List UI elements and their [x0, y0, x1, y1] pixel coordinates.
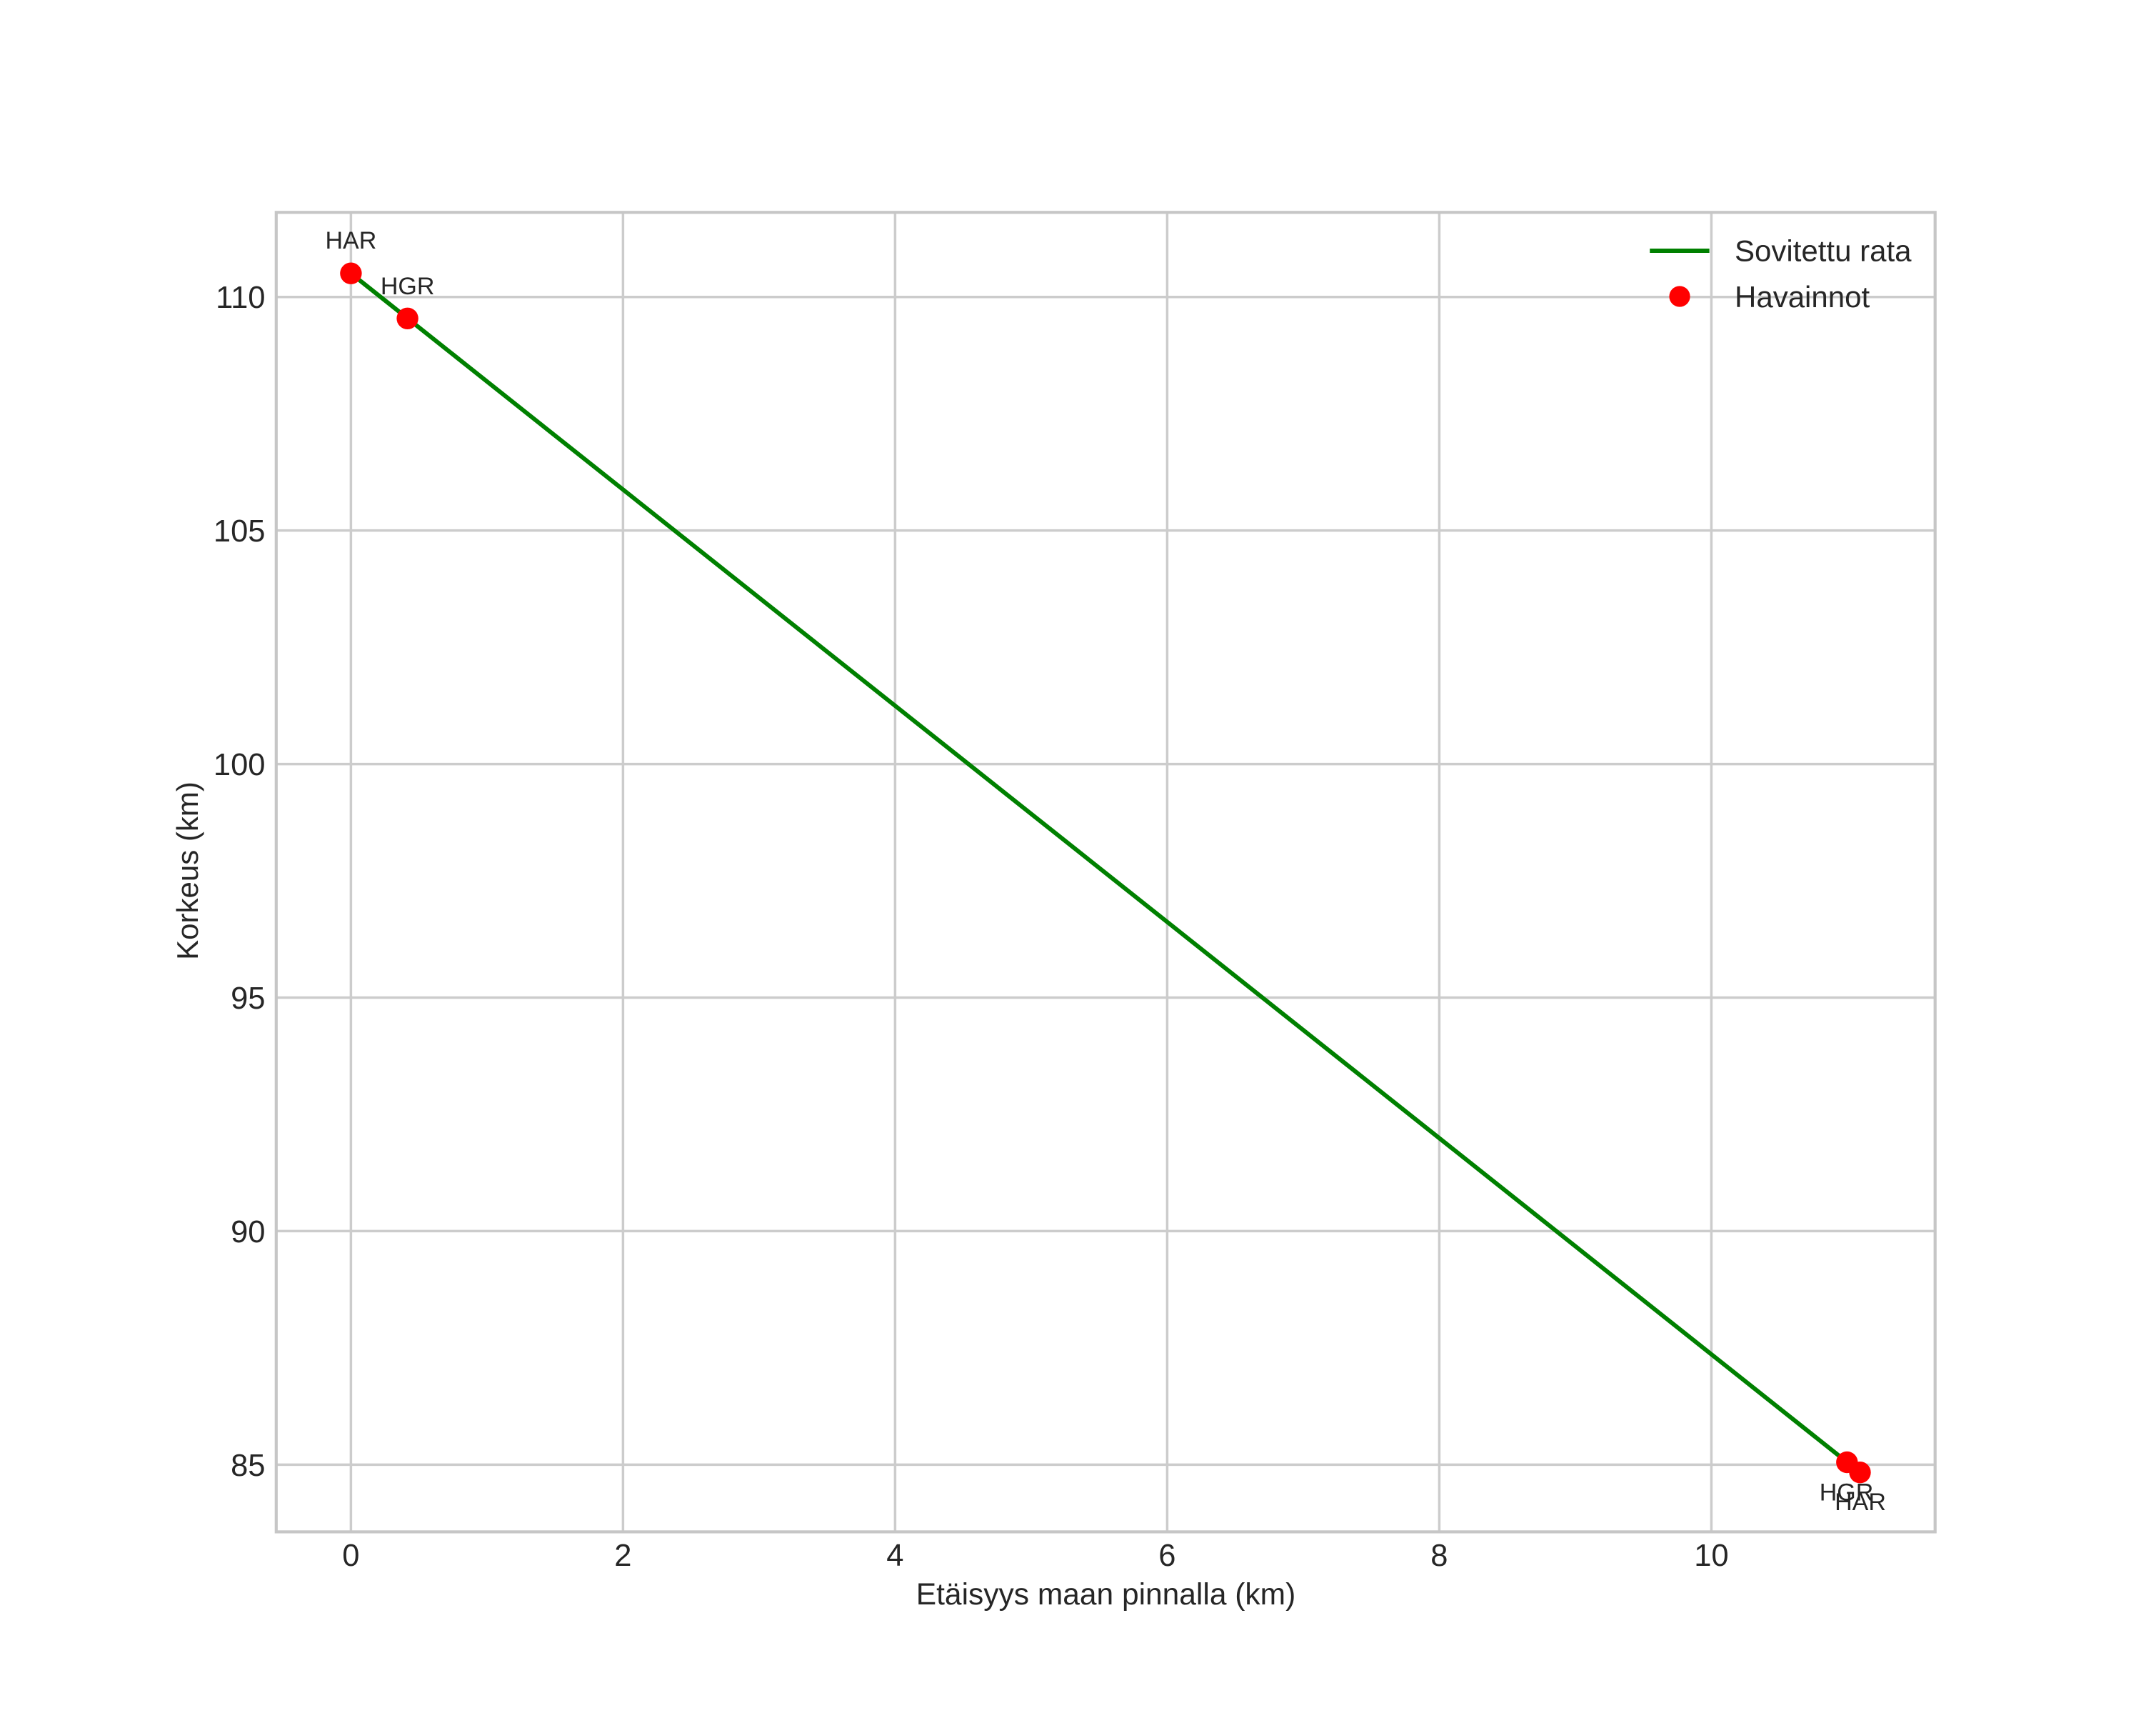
svg-text:Havainnot: Havainnot [1735, 280, 1870, 314]
svg-text:4: 4 [886, 1539, 903, 1573]
svg-text:85: 85 [231, 1449, 265, 1483]
svg-text:105: 105 [214, 514, 266, 549]
svg-text:10: 10 [1694, 1539, 1728, 1573]
svg-text:Korkeus (km): Korkeus (km) [171, 781, 204, 960]
svg-text:HGR: HGR [1820, 1479, 1874, 1507]
svg-text:Sovitettu rata: Sovitettu rata [1735, 234, 1912, 268]
svg-text:HAR: HAR [326, 227, 377, 254]
svg-text:100: 100 [214, 748, 266, 782]
svg-text:2: 2 [614, 1539, 631, 1573]
svg-text:95: 95 [231, 982, 265, 1016]
svg-text:110: 110 [216, 281, 265, 315]
svg-text:90: 90 [231, 1215, 265, 1249]
svg-text:8: 8 [1430, 1539, 1448, 1573]
svg-text:6: 6 [1158, 1539, 1175, 1573]
svg-text:0: 0 [342, 1539, 359, 1573]
svg-text:Etäisyys maan pinnalla (km): Etäisyys maan pinnalla (km) [916, 1578, 1295, 1612]
svg-text:HAR: HAR [1835, 1489, 1886, 1516]
svg-text:HGR: HGR [381, 273, 435, 300]
